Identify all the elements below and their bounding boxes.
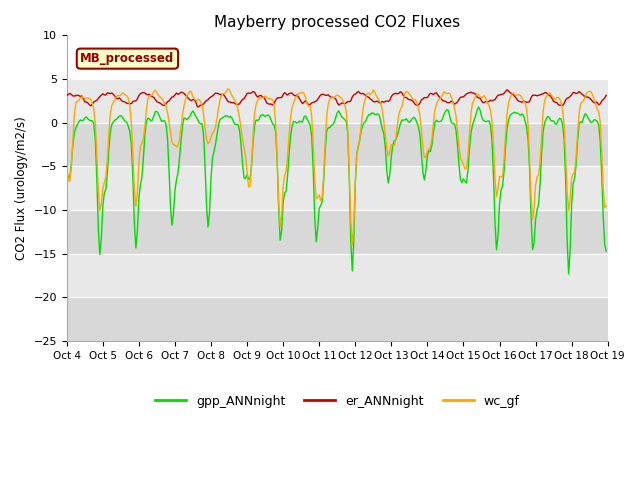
gpp_ANNnight [63, 168, 70, 174]
Text: MB_processed: MB_processed [80, 52, 175, 65]
gpp_ANNnight [299, 119, 307, 124]
Bar [67, 79, 608, 122]
er_ANNnight [63, 93, 70, 98]
Bar [67, 122, 608, 166]
Y-axis label: CO2 Flux (urology/m2/s): CO2 Flux (urology/m2/s) [15, 116, 28, 260]
Bar [67, 166, 608, 210]
wc_gf [602, 203, 610, 209]
Line: wc_gf: wc_gf [67, 89, 606, 245]
wc_gf [252, 102, 260, 108]
wc_gf [300, 91, 308, 96]
er_ANNnight [129, 99, 137, 105]
er_ANNnight [575, 89, 583, 95]
gpp_ANNnight [602, 248, 610, 254]
wc_gf [243, 169, 251, 175]
wc_gf [348, 242, 356, 248]
gpp_ANNnight [575, 121, 583, 127]
Line: gpp_ANNnight: gpp_ANNnight [67, 107, 606, 274]
gpp_ANNnight [224, 113, 232, 119]
wc_gf [129, 152, 137, 158]
Bar [67, 297, 608, 341]
Legend: gpp_ANNnight, er_ANNnight, wc_gf: gpp_ANNnight, er_ANNnight, wc_gf [150, 390, 525, 413]
er_ANNnight [602, 92, 610, 98]
wc_gf [63, 167, 70, 172]
gpp_ANNnight [129, 176, 137, 181]
er_ANNnight [300, 99, 308, 105]
gpp_ANNnight [242, 175, 250, 181]
gpp_ANNnight [564, 271, 572, 277]
er_ANNnight [252, 92, 260, 98]
Title: Mayberry processed CO2 Fluxes: Mayberry processed CO2 Fluxes [214, 15, 460, 30]
Bar [67, 253, 608, 297]
er_ANNnight [243, 91, 251, 96]
er_ANNnight [194, 104, 202, 110]
er_ANNnight [503, 87, 511, 93]
Bar [67, 210, 608, 253]
wc_gf [224, 86, 232, 92]
wc_gf [575, 110, 583, 116]
er_ANNnight [225, 99, 233, 105]
wc_gf [225, 86, 233, 92]
Line: er_ANNnight: er_ANNnight [67, 90, 606, 107]
gpp_ANNnight [251, 123, 259, 129]
gpp_ANNnight [475, 104, 483, 110]
